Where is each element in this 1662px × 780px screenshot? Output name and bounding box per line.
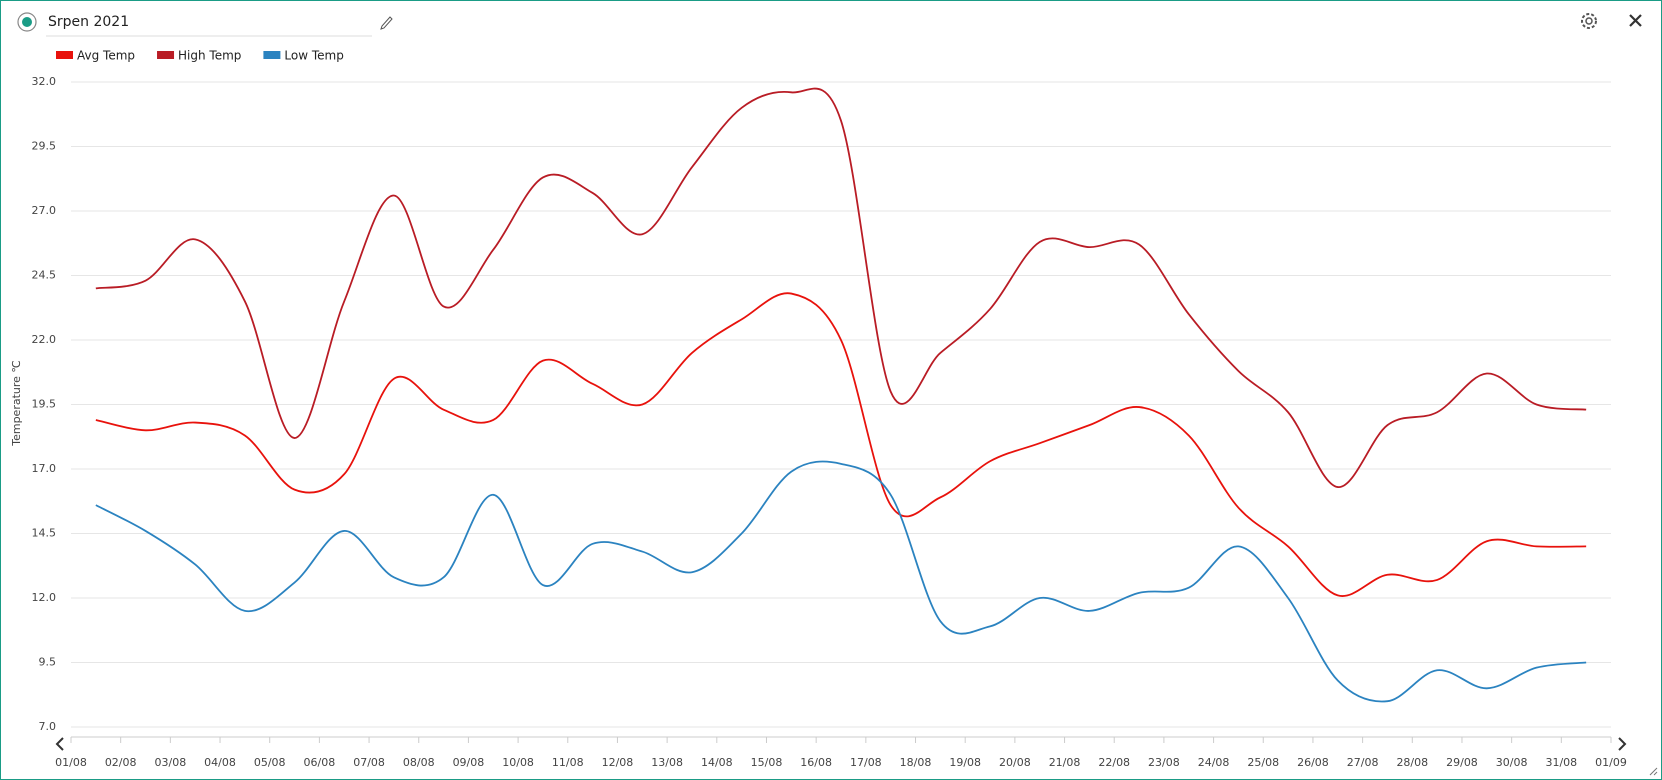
x-tick-label: 11/08 [552, 756, 584, 769]
y-tick-label: 19.5 [32, 398, 57, 411]
resize-grip [1649, 767, 1658, 776]
x-tick-label: 22/08 [1098, 756, 1130, 769]
y-tick-label: 29.5 [32, 140, 57, 153]
legend-label: High Temp [178, 49, 241, 63]
x-tick-label: 16/08 [800, 756, 832, 769]
y-tick-label: 27.0 [32, 204, 57, 217]
y-tick-label: 9.5 [39, 656, 57, 669]
x-tick-label: 25/08 [1247, 756, 1279, 769]
x-tick-label: 02/08 [105, 756, 137, 769]
x-tick-label: 14/08 [701, 756, 733, 769]
y-tick-label: 24.5 [32, 269, 57, 282]
line-series [95, 87, 1587, 488]
close-icon[interactable] [1629, 14, 1642, 27]
y-tick-label: 7.0 [39, 720, 57, 733]
x-tick-label: 31/08 [1545, 756, 1577, 769]
radio[interactable] [17, 12, 37, 32]
y-tick-label: 32.0 [32, 75, 57, 88]
x-tick-label: 06/08 [304, 756, 336, 769]
legend-label: Avg Temp [77, 49, 135, 63]
legend-label: Low Temp [284, 49, 343, 63]
x-tick-label: 12/08 [602, 756, 634, 769]
x-tick-label: 03/08 [155, 756, 187, 769]
line-series [95, 292, 1587, 597]
x-tick-label: 09/08 [453, 756, 485, 769]
x-tick-label: 04/08 [204, 756, 236, 769]
settings-icon[interactable] [1581, 13, 1597, 29]
x-tick-label: 29/08 [1446, 756, 1478, 769]
x-tick-label: 07/08 [353, 756, 385, 769]
x-tick-label: 05/08 [254, 756, 286, 769]
x-tick-label: 13/08 [651, 756, 683, 769]
legend-swatch [56, 51, 73, 59]
x-tick-label: 26/08 [1297, 756, 1329, 769]
y-axis-label: Temperature ℃ [10, 360, 23, 447]
y-tick-label: 12.0 [32, 591, 57, 604]
title: Srpen 2021 [48, 14, 129, 30]
x-tick-label: 19/08 [949, 756, 981, 769]
x-tick-label: 21/08 [1049, 756, 1081, 769]
x-tick-label: 18/08 [900, 756, 932, 769]
radio-dot [22, 17, 32, 27]
x-tick-label: 15/08 [751, 756, 783, 769]
x-tick-label: 27/08 [1347, 756, 1379, 769]
x-tick-label: 10/08 [502, 756, 534, 769]
next-arrow[interactable] [1618, 737, 1627, 751]
x-tick-label: 28/08 [1396, 756, 1428, 769]
y-tick-label: 14.5 [32, 527, 57, 540]
line-series [95, 460, 1587, 703]
x-tick-label: 20/08 [999, 756, 1031, 769]
x-tick-label: 08/08 [403, 756, 435, 769]
x-tick-label: 24/08 [1198, 756, 1230, 769]
x-tick-label: 01/09 [1595, 756, 1627, 769]
x-tick-label: 17/08 [850, 756, 882, 769]
edit-icon[interactable] [380, 16, 393, 30]
legend-swatch [157, 51, 175, 59]
x-tick-label: 01/08 [55, 756, 87, 769]
x-tick-label: 23/08 [1148, 756, 1180, 769]
y-tick-label: 17.0 [32, 462, 57, 475]
legend-swatch [263, 51, 281, 59]
y-tick-label: 22.0 [32, 333, 57, 346]
prev-arrow[interactable] [55, 737, 64, 751]
x-tick-label: 30/08 [1496, 756, 1528, 769]
